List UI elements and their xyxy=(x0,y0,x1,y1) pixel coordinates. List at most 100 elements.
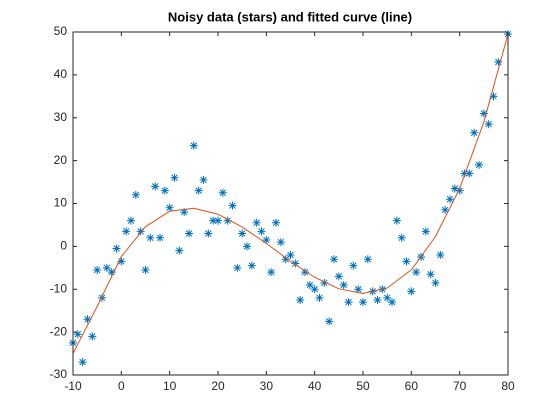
star-marker xyxy=(98,293,106,302)
y-tick-label: -20 xyxy=(50,324,68,338)
star-marker xyxy=(238,229,247,238)
star-marker xyxy=(252,218,261,227)
star-marker xyxy=(214,216,222,225)
star-marker xyxy=(78,358,87,367)
star-marker xyxy=(494,58,503,67)
chart-title: Noisy data (stars) and fitted curve (lin… xyxy=(168,9,412,24)
y-tick-label: 30 xyxy=(54,110,68,124)
star-marker xyxy=(349,261,358,270)
star-marker xyxy=(470,128,479,137)
star-marker xyxy=(73,330,82,339)
y-tick-label: 10 xyxy=(54,196,68,210)
star-marker xyxy=(412,268,421,277)
star-marker xyxy=(180,208,189,217)
y-tick-label: -10 xyxy=(50,281,68,295)
star-marker xyxy=(363,255,372,264)
star-marker xyxy=(446,195,454,204)
star-marker xyxy=(388,298,396,307)
star-marker xyxy=(373,295,382,304)
star-marker xyxy=(247,261,256,270)
star-marker xyxy=(194,186,203,195)
star-marker xyxy=(131,190,140,199)
star-marker xyxy=(228,201,237,210)
star-marker xyxy=(441,205,450,214)
star-marker xyxy=(209,216,218,225)
star-marker xyxy=(291,259,300,268)
y-tick-label: 50 xyxy=(54,24,68,38)
star-marker xyxy=(484,120,493,129)
star-marker xyxy=(233,263,242,272)
star-marker xyxy=(199,175,208,184)
star-marker xyxy=(489,92,498,101)
y-tick-label: 0 xyxy=(60,239,67,253)
star-marker xyxy=(392,216,401,225)
y-tick-label: 20 xyxy=(54,153,68,167)
star-marker xyxy=(455,186,464,195)
x-tick-label: -10 xyxy=(64,379,82,393)
star-marker xyxy=(243,242,251,251)
star-marker xyxy=(146,233,155,242)
star-marker xyxy=(315,293,324,302)
star-marker xyxy=(344,298,353,307)
star-marker xyxy=(339,280,348,289)
star-marker xyxy=(272,218,280,227)
star-marker xyxy=(397,233,406,242)
star-marker xyxy=(330,255,338,264)
star-marker xyxy=(185,229,193,238)
star-marker xyxy=(325,317,334,326)
star-marker xyxy=(407,287,416,296)
x-tick-label: 80 xyxy=(501,379,515,393)
star-marker xyxy=(431,278,440,287)
star-marker xyxy=(296,295,305,304)
star-marker xyxy=(436,250,445,259)
star-marker xyxy=(426,270,435,279)
star-marker xyxy=(117,257,126,266)
star-marker xyxy=(359,298,367,307)
x-tick-label: 10 xyxy=(163,379,177,393)
star-marker xyxy=(165,203,174,212)
star-marker xyxy=(320,278,329,287)
star-marker xyxy=(354,285,363,294)
star-marker xyxy=(310,285,319,294)
fitted-curve xyxy=(72,34,509,354)
star-marker xyxy=(450,184,459,193)
star-marker xyxy=(267,268,276,277)
star-marker xyxy=(465,169,474,178)
star-marker xyxy=(175,246,184,255)
star-marker xyxy=(151,182,160,191)
star-marker xyxy=(204,229,213,238)
x-tick-label: 40 xyxy=(308,379,322,393)
star-marker xyxy=(402,257,411,266)
x-tick-label: 30 xyxy=(260,379,274,393)
star-marker xyxy=(88,332,97,341)
x-tick-label: 60 xyxy=(405,379,419,393)
star-marker xyxy=(475,160,483,169)
y-tick-label: -30 xyxy=(50,367,68,381)
star-marker xyxy=(301,268,309,277)
star-marker xyxy=(286,250,295,259)
x-tick-label: 50 xyxy=(356,379,370,393)
star-marker xyxy=(281,255,290,264)
star-marker xyxy=(276,238,285,247)
star-marker xyxy=(112,244,121,253)
star-marker xyxy=(257,227,266,236)
y-tick-label: 40 xyxy=(54,67,68,81)
x-tick-label: 70 xyxy=(453,379,467,393)
star-marker xyxy=(305,280,314,289)
star-marker xyxy=(262,235,271,244)
star-marker xyxy=(334,272,343,281)
star-marker xyxy=(421,227,430,236)
x-tick-label: 0 xyxy=(118,379,125,393)
star-marker xyxy=(170,173,179,182)
star-marker xyxy=(93,265,102,274)
star-marker xyxy=(460,169,469,178)
star-marker xyxy=(383,293,392,302)
star-marker xyxy=(107,268,116,277)
star-marker xyxy=(136,227,145,236)
star-marker xyxy=(127,216,135,225)
x-tick-label: 20 xyxy=(211,379,225,393)
star-marker xyxy=(189,141,198,150)
star-marker xyxy=(122,227,131,236)
